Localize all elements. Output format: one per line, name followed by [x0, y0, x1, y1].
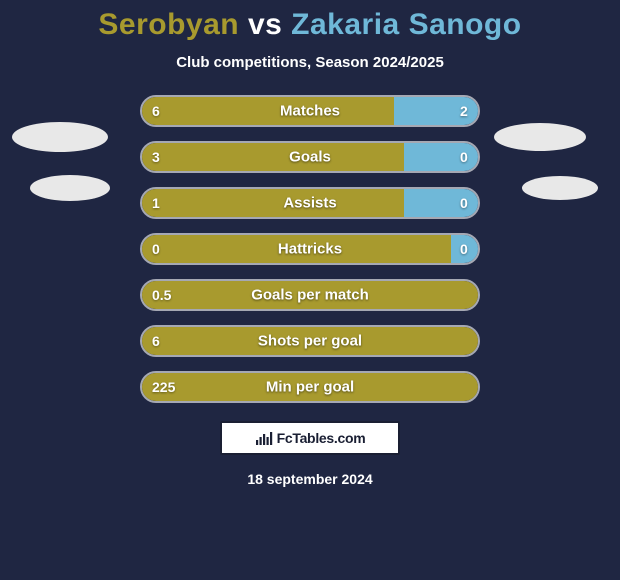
bar-track — [140, 325, 480, 357]
bar-track — [140, 279, 480, 311]
stat-row: 00Hattricks — [0, 233, 620, 265]
player2-value: 0 — [460, 195, 468, 211]
stat-row: 30Goals — [0, 141, 620, 173]
vs-separator: vs — [239, 8, 291, 41]
bar-track — [140, 371, 480, 403]
chart-bars-icon — [255, 431, 273, 445]
bar-track — [140, 141, 480, 173]
bar-track — [140, 187, 480, 219]
player1-bar — [142, 235, 451, 263]
player1-value: 1 — [152, 195, 160, 211]
player1-name: Serobyan — [98, 8, 239, 41]
stat-row: 0.5Goals per match — [0, 279, 620, 311]
player1-bar — [142, 281, 478, 309]
date-label: 18 september 2024 — [0, 471, 620, 487]
stats-area: 62Matches30Goals10Assists00Hattricks0.5G… — [0, 95, 620, 403]
player1-value: 225 — [152, 379, 175, 395]
player2-name: Zakaria Sanogo — [291, 8, 521, 41]
stat-row: 62Matches — [0, 95, 620, 127]
player1-value: 0.5 — [152, 287, 171, 303]
subtitle: Club competitions, Season 2024/2025 — [0, 54, 620, 71]
stat-row: 10Assists — [0, 187, 620, 219]
bar-track — [140, 95, 480, 127]
stat-row: 6Shots per goal — [0, 325, 620, 357]
player1-bar — [142, 327, 478, 355]
player2-value: 0 — [460, 241, 468, 257]
comparison-widget: Serobyan vs Zakaria Sanogo Club competit… — [0, 0, 620, 580]
player1-value: 6 — [152, 103, 160, 119]
page-title: Serobyan vs Zakaria Sanogo — [0, 8, 620, 42]
stat-rows: 62Matches30Goals10Assists00Hattricks0.5G… — [0, 95, 620, 403]
player1-value: 6 — [152, 333, 160, 349]
player2-value: 2 — [460, 103, 468, 119]
brand-text: FcTables.com — [277, 430, 366, 446]
player1-bar — [142, 189, 404, 217]
player1-value: 0 — [152, 241, 160, 257]
brand-box[interactable]: FcTables.com — [220, 421, 400, 455]
player1-bar — [142, 373, 478, 401]
player1-bar — [142, 97, 394, 125]
player1-bar — [142, 143, 404, 171]
stat-row: 225Min per goal — [0, 371, 620, 403]
player2-value: 0 — [460, 149, 468, 165]
bar-track — [140, 233, 480, 265]
player1-value: 3 — [152, 149, 160, 165]
